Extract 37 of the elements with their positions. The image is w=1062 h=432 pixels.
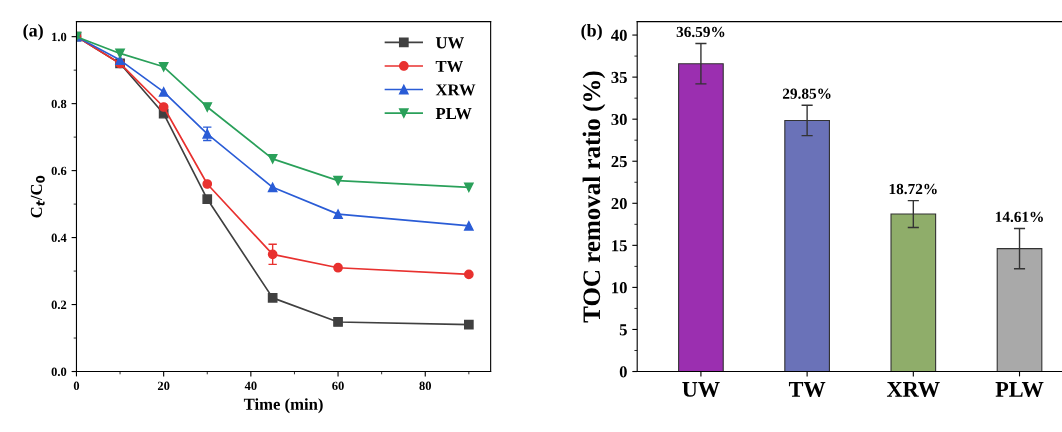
x-tick-label: TW [788, 382, 826, 397]
y-tick-label: 25 [611, 155, 627, 168]
x-axis-title: Time (min) [243, 398, 323, 414]
legend-label: PLW [435, 108, 472, 120]
y-tick-label: 10 [612, 282, 627, 294]
x-tick-label: 20 [157, 381, 170, 391]
x-tick-label: 60 [332, 381, 344, 391]
x-tick-label: UW [682, 382, 720, 397]
x-tick-label: 40 [244, 381, 257, 391]
x-tick-label: XRW [886, 382, 940, 397]
text: (b) [581, 23, 602, 41]
y-tick-label: 0.2 [51, 300, 67, 310]
y-tick-label: 40 [611, 29, 627, 42]
data-label: 18.72% [889, 183, 937, 195]
y-tick-label: 0.0 [51, 367, 67, 377]
y-tick-label: 0.6 [51, 166, 67, 176]
y-tick-label: 0.8 [51, 99, 67, 109]
legend-label: UW [435, 37, 464, 49]
y-tick-label: 5 [619, 324, 627, 336]
y-axis-title: TOC removal ratio (%) [582, 71, 606, 323]
y-tick-label: 20 [611, 197, 627, 210]
x-tick-label: 0 [73, 381, 80, 391]
data-label: 14.61% [995, 211, 1043, 223]
text: (a) [23, 23, 43, 41]
y-tick-label: 0 [619, 366, 627, 378]
y-tick-label: 1.0 [52, 32, 67, 42]
x-tick-label: PLW [995, 382, 1044, 397]
data-label: 36.59% [676, 26, 725, 38]
y-tick-label: 35 [611, 71, 627, 84]
legend-label: XRW [435, 84, 476, 96]
y-axis-title: C$_{t}$/C$_{0}$ [30, 175, 45, 218]
legend-label: TW [435, 60, 464, 73]
y-tick-label: 30 [611, 113, 627, 126]
y-tick-label: 15 [612, 240, 627, 252]
x-tick-label: 80 [419, 381, 432, 391]
data-label: 29.85% [782, 88, 831, 99]
y-tick-label: 0.4 [51, 233, 67, 243]
